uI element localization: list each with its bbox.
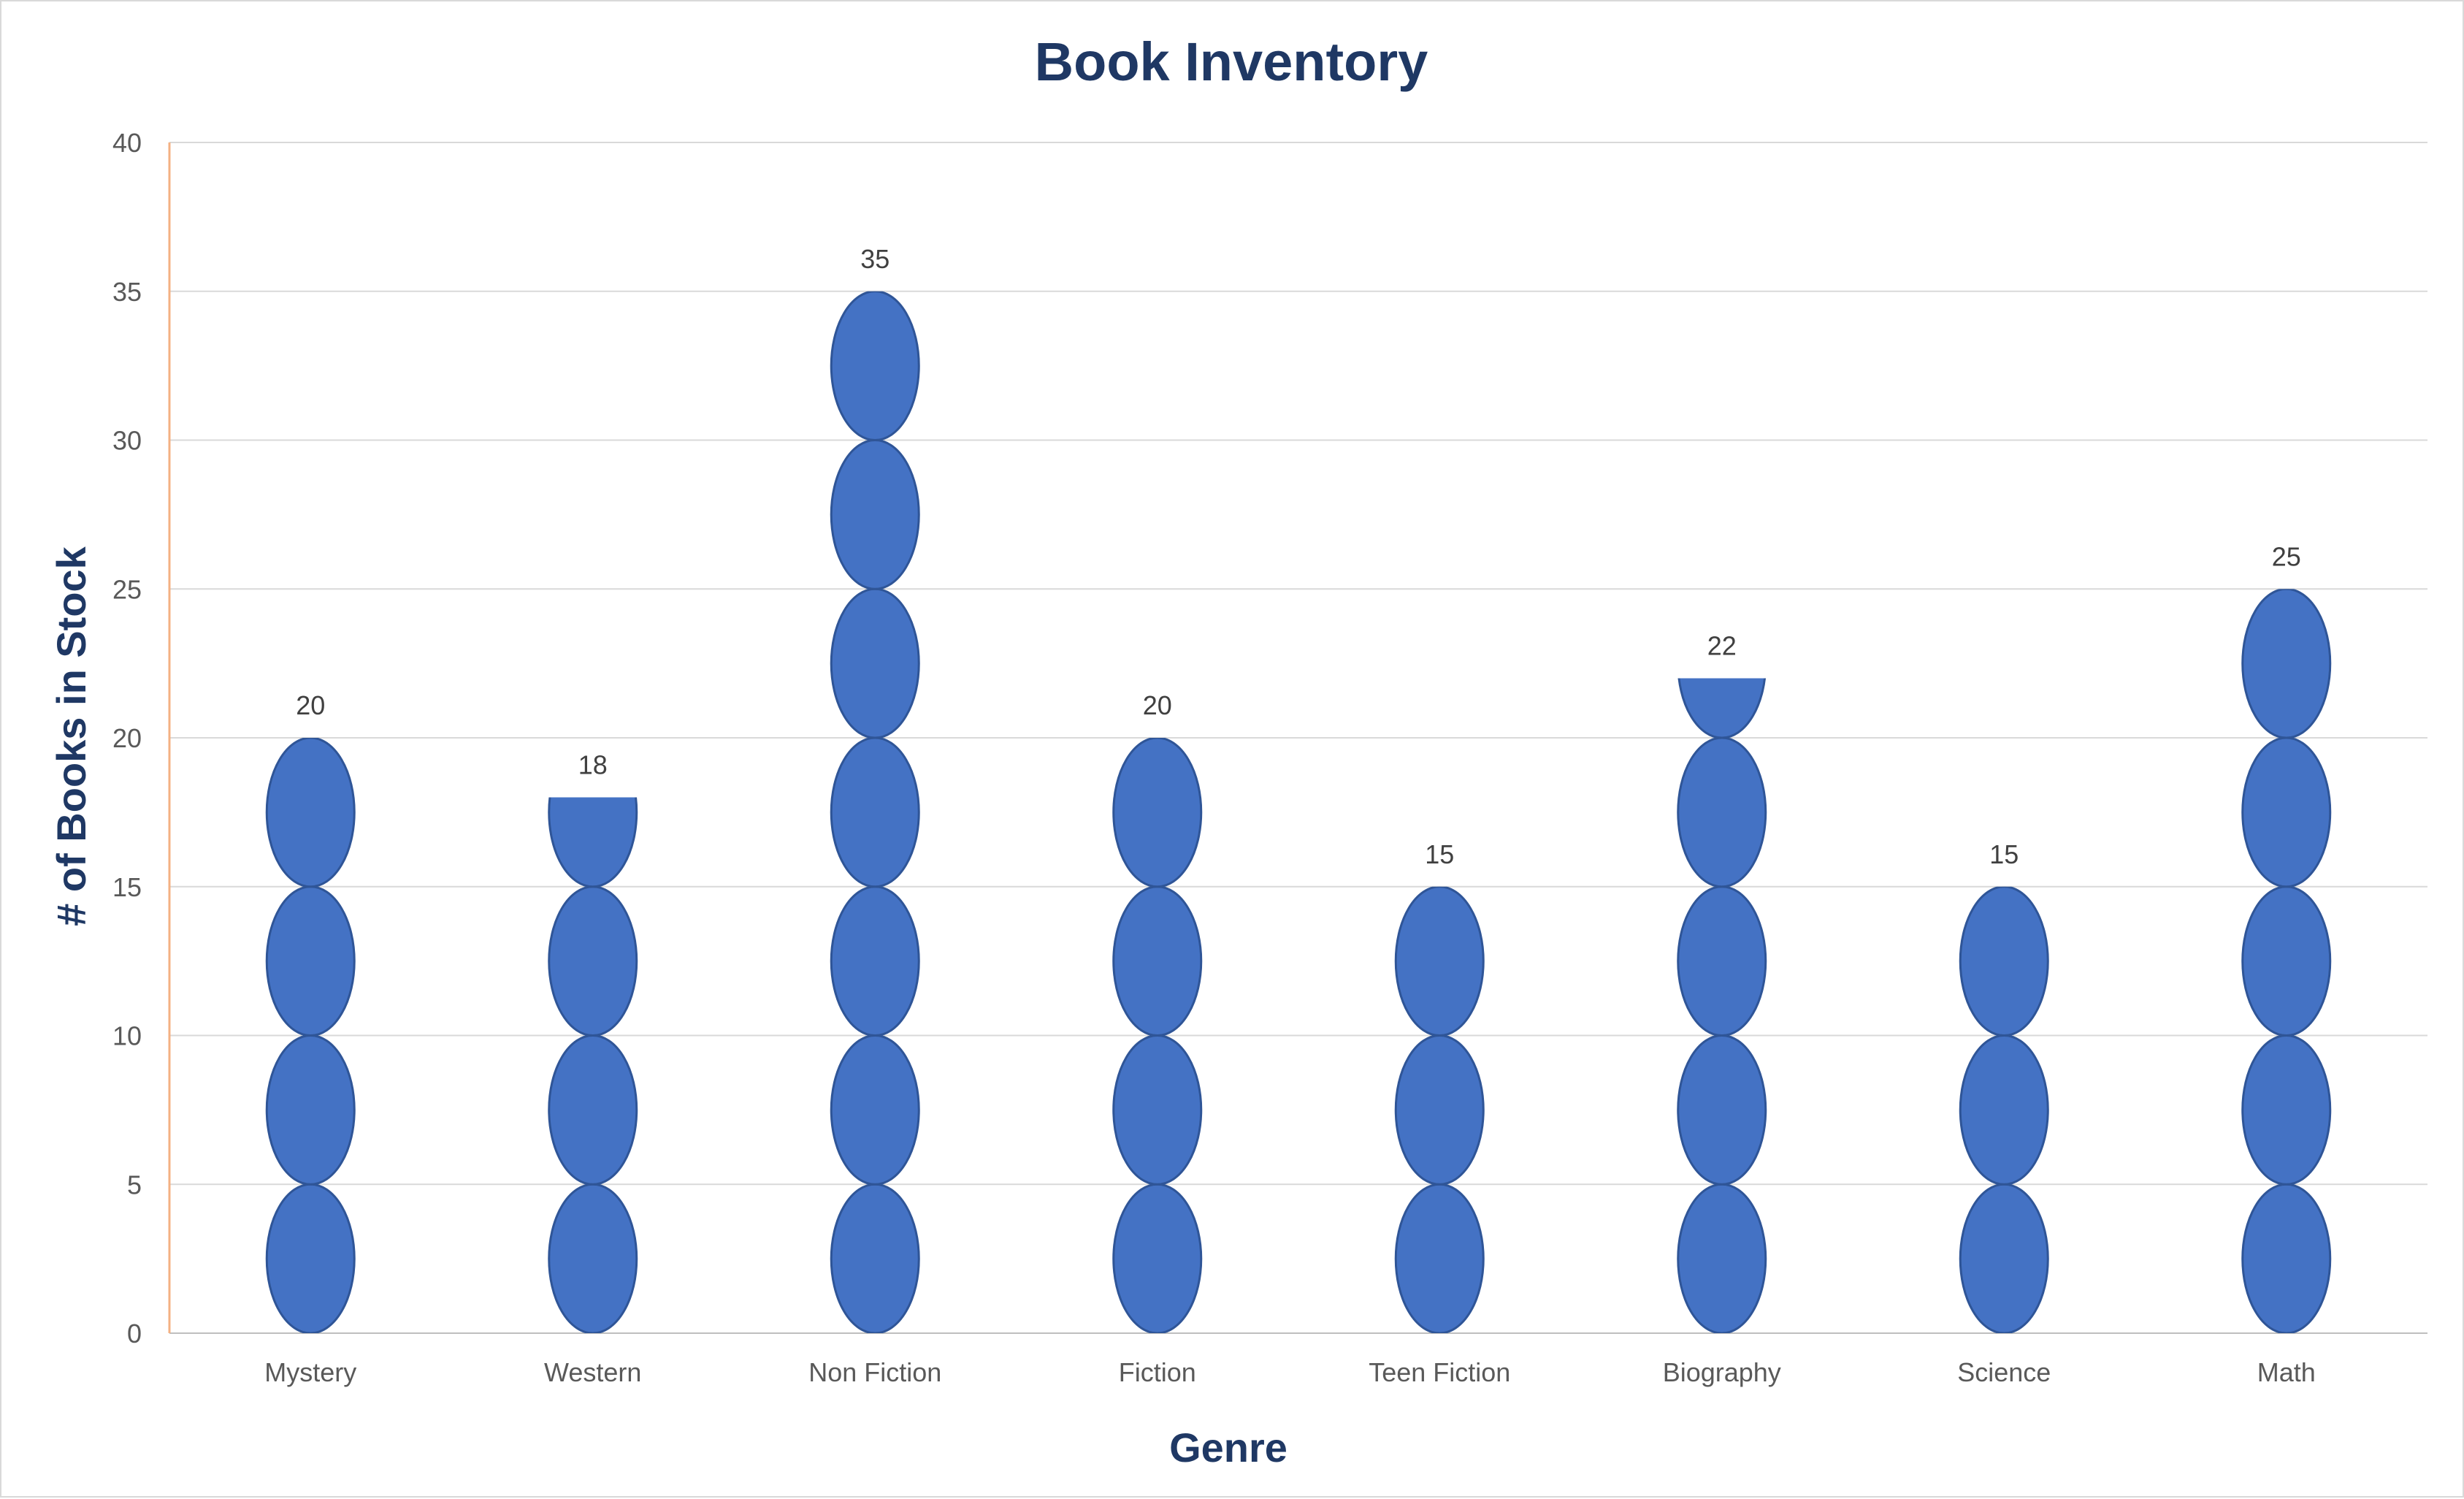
y-tick-label: 5 (127, 1170, 142, 1199)
ellipse-icon (830, 587, 920, 739)
data-label: 25 (2272, 541, 2301, 571)
data-labels: 20 18 35 20 15 22 15 25 (296, 244, 2301, 869)
bar (830, 291, 920, 1333)
ellipse-icon (1677, 885, 1767, 1037)
ellipse-icon (1677, 1183, 1767, 1333)
data-label: 20 (296, 690, 325, 720)
ellipse-icon (1677, 736, 1767, 888)
y-tick-label: 30 (112, 426, 142, 456)
bars (265, 291, 2332, 1333)
ellipse-icon (830, 1183, 920, 1333)
bar-symbols (1677, 678, 1767, 1333)
ellipse-icon (830, 885, 920, 1037)
gridlines (169, 142, 2427, 1186)
ellipse-icon (265, 738, 356, 888)
ellipse-icon (1394, 1034, 1485, 1186)
x-tick-label: Math (2257, 1357, 2316, 1387)
bar (1959, 886, 2049, 1333)
x-tick-label: Science (1957, 1357, 2051, 1387)
x-tick-label: Western (544, 1357, 641, 1387)
ellipse-icon (1112, 738, 1203, 888)
chart-title: Book Inventory (1035, 31, 1428, 92)
x-tick-label: Fiction (1119, 1357, 1196, 1387)
ellipse-icon (548, 1183, 638, 1333)
data-label: 35 (860, 244, 889, 274)
ellipse-icon (548, 885, 638, 1037)
ellipse-icon (1677, 678, 1767, 739)
ellipse-icon (2241, 1183, 2332, 1333)
ellipse-icon (548, 1034, 638, 1186)
bar-symbols (2241, 589, 2332, 1333)
data-label: 15 (1425, 839, 1454, 869)
data-label: 18 (578, 750, 608, 780)
y-tick-label: 25 (112, 574, 142, 604)
x-tick-labels: Mystery Western Non Fiction Fiction Teen Fic… (264, 1357, 2316, 1387)
bar (265, 738, 356, 1333)
y-tick-label: 40 (112, 128, 142, 158)
bar-symbols (830, 291, 920, 1333)
bar-symbols (1959, 886, 2049, 1333)
data-label: 20 (1143, 690, 1172, 720)
bar (1112, 738, 1203, 1333)
data-label: 15 (1989, 839, 2019, 869)
ellipse-icon (1959, 886, 2049, 1037)
ellipse-icon (830, 1034, 920, 1186)
y-tick-label: 15 (112, 872, 142, 902)
y-tick-label: 0 (127, 1319, 142, 1349)
ellipse-icon (2241, 1034, 2332, 1186)
ellipse-icon (1959, 1183, 2049, 1333)
bar (1394, 886, 1485, 1333)
bar (2241, 589, 2332, 1333)
ellipse-icon (830, 439, 920, 590)
bar-symbols (548, 797, 638, 1333)
bar-symbols (1394, 886, 1485, 1333)
ellipse-icon (1112, 1183, 1203, 1333)
ellipse-icon (548, 797, 638, 888)
ellipse-icon (830, 736, 920, 888)
ellipse-icon (1959, 1034, 2049, 1186)
ellipse-icon (1394, 1183, 1485, 1333)
x-tick-label: Teen Fiction (1369, 1357, 1510, 1387)
y-tick-label: 20 (112, 723, 142, 753)
bar-symbols (1112, 738, 1203, 1333)
y-tick-label: 35 (112, 277, 142, 307)
x-tick-label: Non Fiction (808, 1357, 941, 1387)
y-tick-labels: 0 5 10 15 20 25 30 35 40 (112, 128, 142, 1349)
ellipse-icon (1112, 885, 1203, 1037)
y-axis-title: # of Books in Stock (48, 546, 94, 926)
ellipse-icon (2241, 736, 2332, 888)
ellipse-icon (265, 1034, 356, 1186)
x-tick-label: Mystery (264, 1357, 356, 1387)
ellipse-icon (2241, 589, 2332, 739)
bar (548, 797, 638, 1333)
ellipse-icon (265, 885, 356, 1037)
ellipse-icon (1112, 1034, 1203, 1186)
x-tick-label: Biography (1663, 1357, 1781, 1387)
ellipse-icon (2241, 885, 2332, 1037)
ellipse-icon (1677, 1034, 1767, 1186)
bar (1677, 678, 1767, 1333)
data-label: 22 (1707, 631, 1737, 661)
ellipse-icon (265, 1183, 356, 1333)
x-axis-title: Genre (1169, 1424, 1288, 1471)
y-tick-label: 10 (112, 1021, 142, 1051)
ellipse-icon (1394, 886, 1485, 1037)
axes (168, 142, 2427, 1334)
bar-symbols (265, 738, 356, 1333)
ellipse-icon (830, 291, 920, 441)
